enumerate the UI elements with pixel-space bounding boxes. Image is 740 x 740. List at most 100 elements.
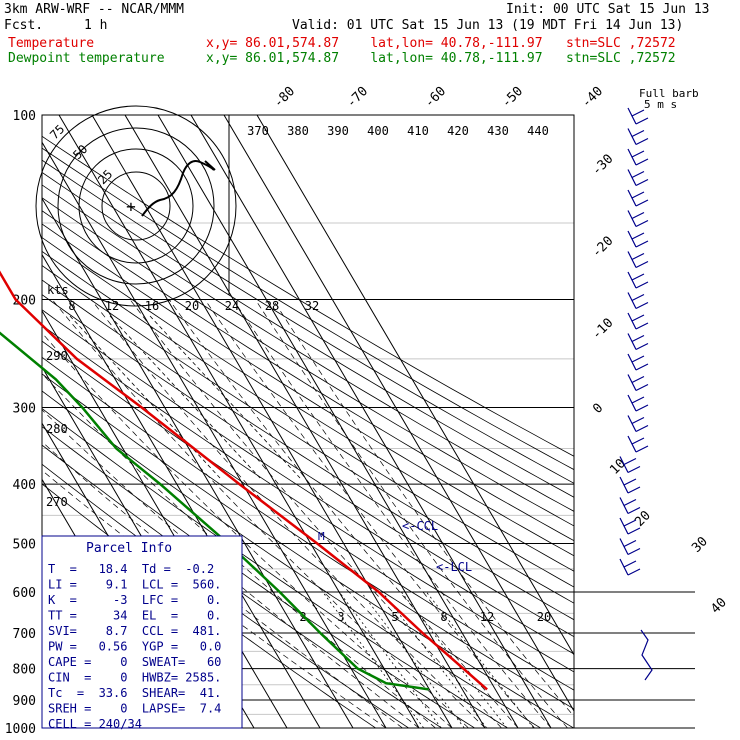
pressure-tick-label: 200 [13, 294, 36, 309]
dewpoint-trace [0, 331, 429, 691]
temperature-tick-label: -70 [344, 84, 371, 111]
wind-barb [627, 210, 649, 228]
mixing-ratio-line [426, 591, 534, 728]
dry-adiabat [42, 279, 574, 621]
dry-adiabat-label: 280 [46, 422, 68, 436]
parcel-info-row: K = -3 LFC = 0. [48, 593, 221, 607]
wind-barb [627, 169, 649, 187]
dry-adiabat [42, 250, 574, 588]
parcel-info-row: TT = 34 EL = 0. [48, 609, 221, 623]
temperature-tick-label: -30 [589, 152, 616, 179]
dry-adiabat [42, 340, 574, 691]
temperature-tick-label: -80 [271, 84, 298, 111]
hodograph-origin: + [126, 197, 136, 216]
pressure-tick-label: 1000 [5, 722, 36, 737]
pressure-tick-label: 800 [13, 663, 36, 678]
parcel-info-row: CELL = 240/34 [48, 717, 142, 731]
mixing-ratio-label: 3 [337, 610, 344, 624]
wind-barb [627, 251, 649, 269]
wind-barb [627, 333, 649, 351]
dry-adiabat [42, 324, 574, 673]
wind-barb [627, 128, 649, 146]
wind-barb [619, 538, 641, 556]
temperature-tick-label: -50 [499, 84, 526, 111]
dry-adiabat [42, 265, 574, 604]
dry-adiabat [42, 373, 574, 728]
temperature-tick-label: -40 [579, 84, 606, 111]
mixing-ratio-label: 12 [480, 610, 494, 624]
pressure-tick-label: 900 [13, 694, 36, 709]
mixing-ratio-label: 20 [537, 610, 551, 624]
hodograph-speed-tick: 16 [145, 299, 159, 313]
theta-e-tick-label: 440 [527, 124, 549, 138]
temperature-tick-label: -20 [589, 234, 616, 261]
ccl-marker: <-CCL [402, 519, 438, 533]
full-barb-legend: Full barb [639, 87, 699, 100]
wind-barb [627, 230, 649, 248]
temperature-tick-label: 40 [708, 595, 730, 617]
dry-adiabat-label: 270 [46, 495, 68, 509]
hodograph-speed-tick: 12 [105, 299, 119, 313]
isotherm [256, 115, 574, 656]
hodograph-speed-tick: 8 [68, 299, 75, 313]
dry-adiabat [42, 159, 574, 484]
parcel-info-row: CIN = 0 HWBZ= 2585. [48, 671, 221, 685]
isotherm [124, 115, 486, 728]
theta-e-tick-label: 400 [367, 124, 389, 138]
temperature-legend: Temperature [8, 36, 95, 51]
temperature-tick-label: -60 [422, 84, 449, 111]
theta-e-tick-label: 380 [287, 124, 309, 138]
wind-barb [627, 148, 649, 166]
theta-e-tick-label: 430 [487, 124, 509, 138]
hodograph-speed-tick: 24 [225, 299, 239, 313]
pressure-tick-label: 400 [13, 478, 36, 493]
dry-adiabat [42, 237, 574, 572]
hodograph-ring [57, 127, 215, 285]
dry-adiabat [42, 135, 574, 457]
parcel-info-box [41, 535, 243, 729]
model-title: 3km ARW-WRF -- NCAR/MMM [4, 2, 185, 17]
dry-adiabat [42, 426, 476, 728]
hodograph-units-label: kts [47, 283, 69, 297]
hodograph-speed-tick: 28 [265, 299, 279, 313]
plot-frame [41, 114, 575, 729]
wind-barb [619, 497, 641, 515]
parcel-info-row: T = 18.4 Td = -0.2 [48, 562, 214, 576]
hodograph-guide [149, 315, 301, 479]
dry-adiabat [42, 147, 574, 471]
temperature-tick-label: -10 [589, 316, 616, 343]
temperature-tick-label: 0 [590, 401, 606, 417]
pressure-tick-label: 700 [13, 627, 36, 642]
mixing-ratio-line [360, 591, 465, 728]
theta-e-tick-label: 390 [327, 124, 349, 138]
theta-e-tick-label: 370 [247, 124, 269, 138]
dry-adiabat [42, 223, 574, 557]
mixing-ratio-line [322, 591, 425, 728]
temperature-tick-label: 20 [632, 508, 654, 530]
moist-adiabat [129, 299, 502, 728]
wind-barb-low [640, 629, 653, 681]
hodograph-guide [69, 315, 221, 479]
wind-barb [627, 394, 649, 412]
dry-adiabat [42, 390, 542, 728]
isotherm [91, 115, 453, 728]
dewpoint-location: x,y= 86.01,574.87 lat,lon= 40.78,-111.97… [206, 51, 676, 66]
hodograph-speed-tick: 20 [185, 299, 199, 313]
mixing-ratio-label: 5 [391, 610, 398, 624]
wind-barb [619, 476, 641, 494]
full-barb-unit: 5 m s [644, 98, 677, 111]
dewpoint-legend: Dewpoint temperature [8, 51, 165, 66]
wind-barb [627, 312, 649, 330]
init-time: Init: 00 UTC Sat 15 Jun 13 [506, 2, 710, 17]
hodograph-ring [78, 148, 194, 264]
isotherm [42, 141, 387, 728]
mixing-ratio-line [338, 591, 442, 728]
parcel-info-row: Tc = 33.6 SHEAR= 41. [48, 686, 221, 700]
wind-barb [627, 107, 649, 125]
dry-adiabat [42, 184, 574, 512]
wind-barb [627, 271, 649, 289]
dry-adiabat [42, 210, 574, 542]
hodograph-guide [109, 315, 261, 479]
isotherm [190, 115, 552, 728]
wind-barb [627, 374, 649, 392]
